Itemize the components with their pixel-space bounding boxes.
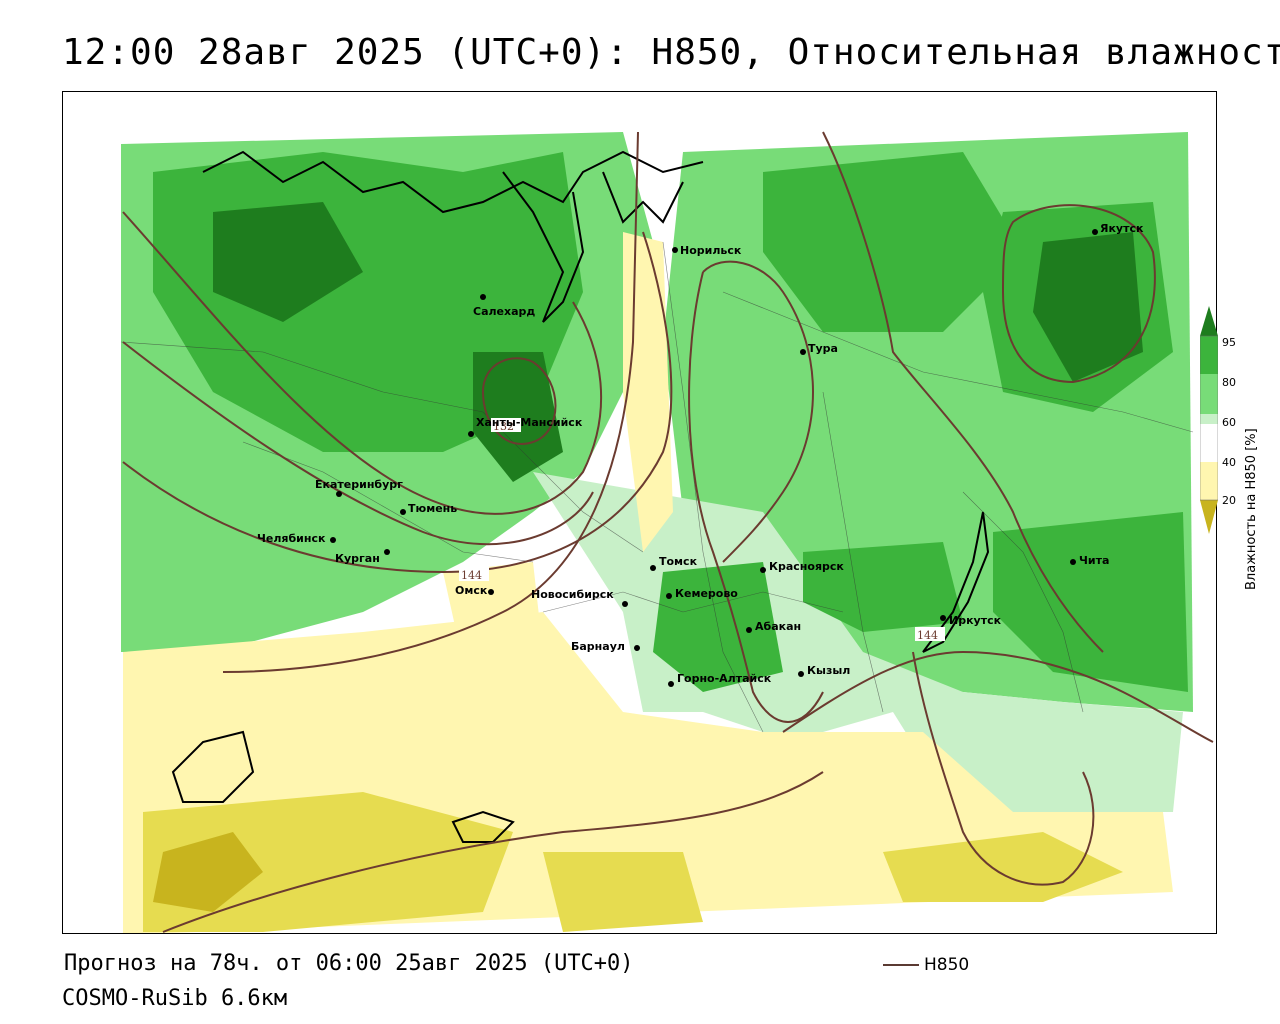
colorbar-title: Влажность на H850 [%] — [1244, 428, 1259, 590]
svg-text:Абакан: Абакан — [755, 620, 801, 633]
city-kemerovo: Кемерово — [666, 587, 738, 600]
humidity-colorbar — [1200, 306, 1218, 534]
city-krasnoyarsk: Красноярск — [760, 560, 844, 573]
svg-text:Тюмень: Тюмень — [408, 502, 457, 515]
cities: Норильск Якутск Салехард Тура Ханты-Манс… — [257, 222, 1144, 687]
city-ekaterinburg: Екатеринбург — [315, 478, 403, 497]
colorbar-tick: 80 — [1222, 376, 1236, 389]
city-norilsk: Норильск — [672, 244, 742, 257]
forecast-info: Прогноз на 78ч. от 06:00 25авг 2025 (UTC… — [64, 951, 634, 976]
svg-text:Салехард: Салехард — [473, 305, 535, 318]
svg-text:Курган: Курган — [335, 552, 380, 565]
contour-label: 144 — [917, 629, 938, 642]
city-gorno-altaysk: Горно-Алтайск — [668, 672, 772, 687]
city-tyumen: Тюмень — [400, 502, 457, 515]
contour-label: 132 — [493, 420, 514, 433]
svg-text:Ханты-Мансийск: Ханты-Мансийск — [476, 416, 583, 429]
city-tomsk: Томск — [650, 555, 698, 571]
svg-text:Иркутск: Иркутск — [949, 614, 1002, 627]
coastlines — [171, 150, 990, 843]
city-kurgan: Курган — [335, 549, 390, 565]
map-title: 12:00 28авг 2025 (UTC+0): H850, Относите… — [62, 32, 1280, 73]
colorbar-tick: 40 — [1222, 456, 1236, 469]
svg-text:Норильск: Норильск — [680, 244, 742, 257]
svg-text:Красноярск: Красноярск — [769, 560, 844, 573]
region-borders — [120, 241, 1194, 733]
svg-text:Якутск: Якутск — [1100, 222, 1144, 235]
weather-map[interactable]: 132 144 144 Норильск Якутск Салехард Тур… — [62, 91, 1217, 934]
svg-text:Новосибирск: Новосибирск — [531, 588, 614, 601]
svg-text:Кемерово: Кемерово — [675, 587, 738, 600]
city-chita: Чита — [1070, 554, 1109, 567]
svg-text:Екатеринбург: Екатеринбург — [315, 478, 403, 491]
model-name: COSMO-RuSib 6.6км — [62, 986, 288, 1011]
map-canvas: 132 144 144 Норильск Якутск Салехард Тур… — [120, 131, 1214, 933]
h850-legend-line — [883, 964, 919, 966]
city-omsk: Омск — [455, 584, 494, 597]
city-novosibirsk: Новосибирск — [531, 588, 628, 607]
svg-text:Чита: Чита — [1079, 554, 1109, 567]
contour-label: 144 — [461, 569, 482, 582]
h850-legend-label: H850 — [924, 955, 970, 975]
humidity-moist-field — [121, 132, 1193, 812]
svg-text:Кызыл: Кызыл — [807, 664, 850, 677]
contour-labels: 132 144 144 — [459, 418, 945, 642]
city-abakan: Абакан — [746, 620, 801, 633]
city-khanty-mansiysk: Ханты-Мансийск — [468, 416, 583, 437]
city-salekhard: Салехард — [473, 294, 535, 318]
svg-text:Барнаул: Барнаул — [571, 640, 625, 653]
colorbar-tick: 20 — [1222, 494, 1236, 507]
city-tura: Тура — [800, 342, 838, 355]
svg-text:Омск: Омск — [455, 584, 488, 597]
svg-text:Горно-Алтайск: Горно-Алтайск — [677, 672, 772, 685]
city-kyzyl: Кызыл — [798, 664, 850, 677]
colorbar-tick: 60 — [1222, 416, 1236, 429]
humidity-dry-field — [123, 232, 1173, 933]
city-barnaul: Барнаул — [571, 640, 640, 653]
svg-text:Тура: Тура — [808, 342, 838, 355]
svg-text:Челябинск: Челябинск — [257, 532, 326, 545]
city-yakutsk: Якутск — [1092, 222, 1144, 235]
svg-text:Томск: Томск — [659, 555, 698, 568]
h850-contours — [122, 131, 1214, 933]
city-irkutsk: Иркутск — [940, 614, 1002, 627]
city-chelyabinsk: Челябинск — [257, 532, 336, 545]
colorbar-tick: 95 — [1222, 336, 1236, 349]
